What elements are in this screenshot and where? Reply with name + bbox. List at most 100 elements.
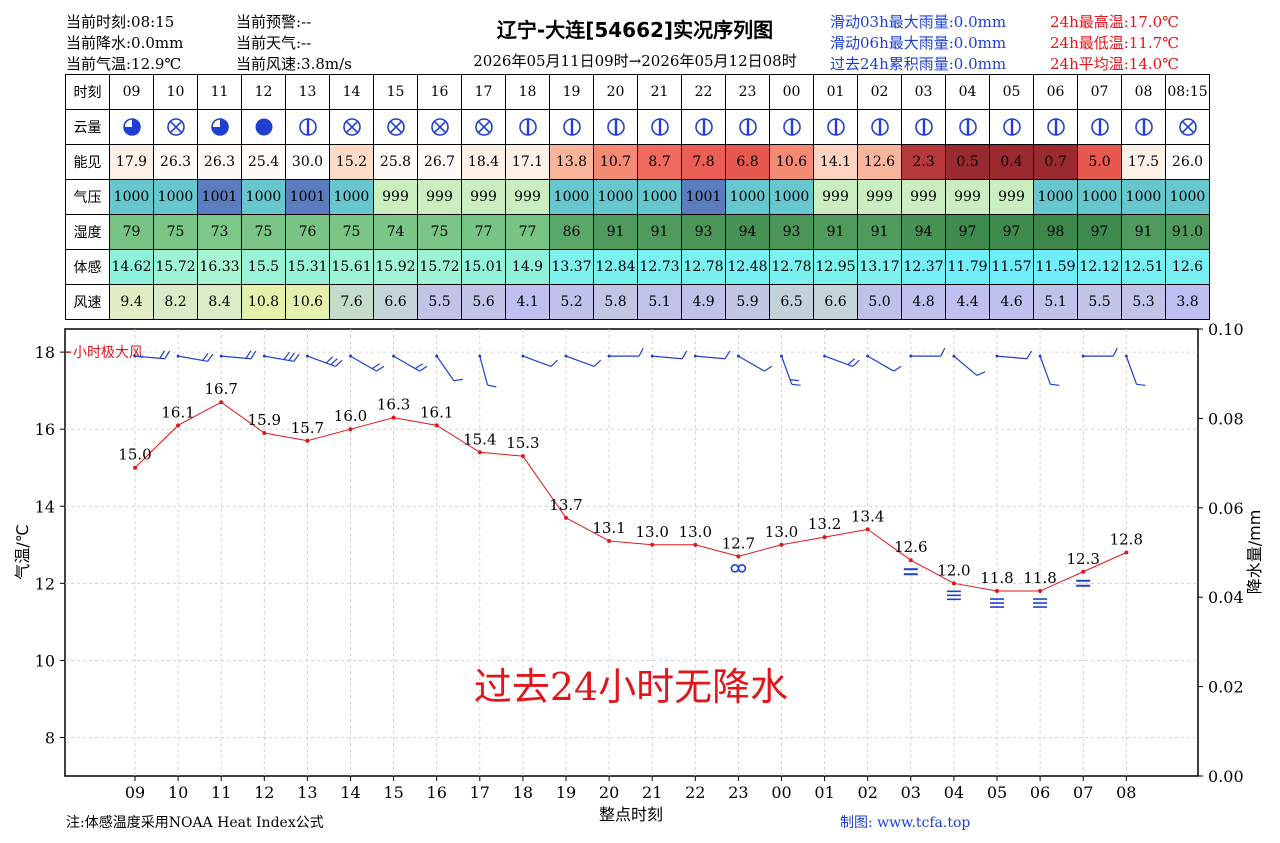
- wind-barb-icon: [1124, 354, 1146, 386]
- temperature-point: [1038, 589, 1043, 594]
- wind-barb-icon: [995, 350, 1033, 360]
- x-tick-label: 21: [642, 783, 662, 802]
- pressure-cell: 999: [857, 179, 902, 215]
- row-label-pressure: 气压: [65, 179, 110, 215]
- apparent-cell: 15.92: [373, 249, 418, 285]
- temperature-value-label: 12.3: [1066, 550, 1099, 568]
- temperature-value-label: 12.0: [937, 561, 970, 579]
- wind-barb-icon: [564, 354, 602, 367]
- x-tick-label: 04: [944, 783, 964, 802]
- table-row-wind: 风速 9.4 8.2 8.4 10.8 10.6 7.6 6.6 5.5 5.6 4.1 5.2 5.8…: [65, 284, 1210, 320]
- pressure-cell: 1000: [637, 179, 682, 215]
- table-row-hour: 时刻 09 10 11 12 13 14 15 16 17 18 19 20 21 22 23 00 01 02 03…: [65, 74, 1210, 110]
- humidity-cell: 75: [153, 214, 198, 250]
- current-weather: 当前天气:--: [236, 34, 312, 52]
- wind-cell: 4.8: [901, 284, 946, 320]
- visibility-cell: 8.7: [637, 144, 682, 180]
- x-tick-label: 17: [470, 783, 490, 802]
- cross-circle-icon: [430, 118, 449, 136]
- current-wind: 当前风速:3.8m/s: [236, 55, 352, 73]
- temperature-value-label: 12.7: [722, 534, 755, 552]
- humidity-cell: 86: [549, 214, 594, 250]
- temperature-point: [391, 415, 396, 420]
- temperature-value-label: 12.8: [1110, 531, 1143, 549]
- y-tick-label: 16: [35, 420, 55, 439]
- hour-cell: 17: [461, 74, 506, 110]
- temperature-point: [1124, 550, 1129, 555]
- bar-circle-icon: [782, 118, 801, 136]
- apparent-cell: 13.37: [549, 249, 594, 285]
- tavg-24h: 24h平均温:14.0℃: [1050, 55, 1179, 73]
- current-precip: 当前降水:0.0mm: [66, 34, 184, 52]
- plot-frame: [64, 328, 1199, 777]
- x-tick-label: 16: [427, 783, 447, 802]
- wind-barb-icon: [693, 350, 731, 360]
- temperature-value-label: 15.7: [291, 419, 324, 437]
- temperature-value-label: 15.0: [118, 446, 151, 464]
- fog-icon: [990, 598, 1004, 608]
- cross-circle-icon: [342, 118, 361, 136]
- cross-circle-icon: [386, 118, 405, 136]
- visibility-cell: 30.0: [285, 144, 330, 180]
- wind-cell: 4.6: [989, 284, 1034, 320]
- wind-cell: 5.1: [1033, 284, 1078, 320]
- cloud-cell: [549, 109, 594, 145]
- apparent-cell: 11.57: [989, 249, 1034, 285]
- apparent-cell: 12.78: [769, 249, 814, 285]
- half-circle-icon: [210, 118, 229, 136]
- wind-barb-icon: [435, 354, 463, 382]
- visibility-cell: 0.4: [989, 144, 1034, 180]
- apparent-cell: 12.95: [813, 249, 858, 285]
- apparent-cell: 16.33: [197, 249, 242, 285]
- x-tick-label: 20: [599, 783, 619, 802]
- temperature-point: [434, 423, 439, 428]
- temperature-value-label: 11.8: [980, 569, 1013, 587]
- humidity-cell: 97: [989, 214, 1034, 250]
- hour-cell: 02: [857, 74, 902, 110]
- visibility-cell: 14.1: [813, 144, 858, 180]
- temperature-line: [134, 401, 1127, 592]
- wind-barb-icon: [1038, 354, 1060, 386]
- humidity-cell: 97: [1077, 214, 1122, 250]
- x-tick-label: 14: [340, 783, 360, 802]
- wind-cell: 6.5: [769, 284, 814, 320]
- bar-circle-icon: [914, 118, 933, 136]
- fog-icon: [1033, 598, 1048, 608]
- bar-circle-icon: [562, 118, 581, 136]
- temperature-point: [520, 454, 525, 459]
- temperature-point: [908, 558, 913, 563]
- y2-axis-label: 降水量/mm: [1245, 510, 1264, 595]
- apparent-cell: 12.73: [637, 249, 682, 285]
- temperature-value-label: 16.3: [377, 396, 410, 414]
- wind-cell: 5.8: [593, 284, 638, 320]
- row-label-humidity: 湿度: [65, 214, 110, 250]
- visibility-cell: 6.8: [725, 144, 770, 180]
- no-precip-annotation: 过去24小时无降水: [474, 665, 788, 709]
- temperature-point: [262, 431, 267, 436]
- apparent-cell: 15.31: [285, 249, 330, 285]
- bar-circle-icon: [694, 118, 713, 136]
- x-tick-label: 13: [297, 783, 317, 802]
- temperature-point: [822, 535, 827, 540]
- temperature-point: [951, 581, 956, 586]
- hour-cell: 09: [109, 74, 154, 110]
- row-label-cloud: 云量: [65, 109, 110, 145]
- x-tick-label: 05: [987, 783, 1007, 802]
- bar-circle-icon: [518, 118, 537, 136]
- pressure-cell: 999: [989, 179, 1034, 215]
- bar-circle-icon: [958, 118, 977, 136]
- cloud-cell: [989, 109, 1034, 145]
- apparent-cell: 15.61: [329, 249, 374, 285]
- tmin-24h: 24h最低温:11.7℃: [1050, 34, 1179, 52]
- temperature-point: [219, 400, 224, 405]
- hour-cell: 11: [197, 74, 242, 110]
- temperature-point: [1081, 569, 1086, 574]
- wind-barb-icon: [478, 354, 497, 388]
- hour-cell: 23: [725, 74, 770, 110]
- humidity-cell: 77: [461, 214, 506, 250]
- wind-barb-icon: [133, 350, 171, 360]
- x-tick-label: 01: [814, 783, 834, 802]
- tmax-24h: 24h最高温:17.0℃: [1050, 13, 1179, 31]
- footer-credit[interactable]: 制图: www.tcfa.top: [840, 815, 971, 831]
- rain-06h: 滑动06h最大雨量:0.0mm: [830, 34, 1007, 52]
